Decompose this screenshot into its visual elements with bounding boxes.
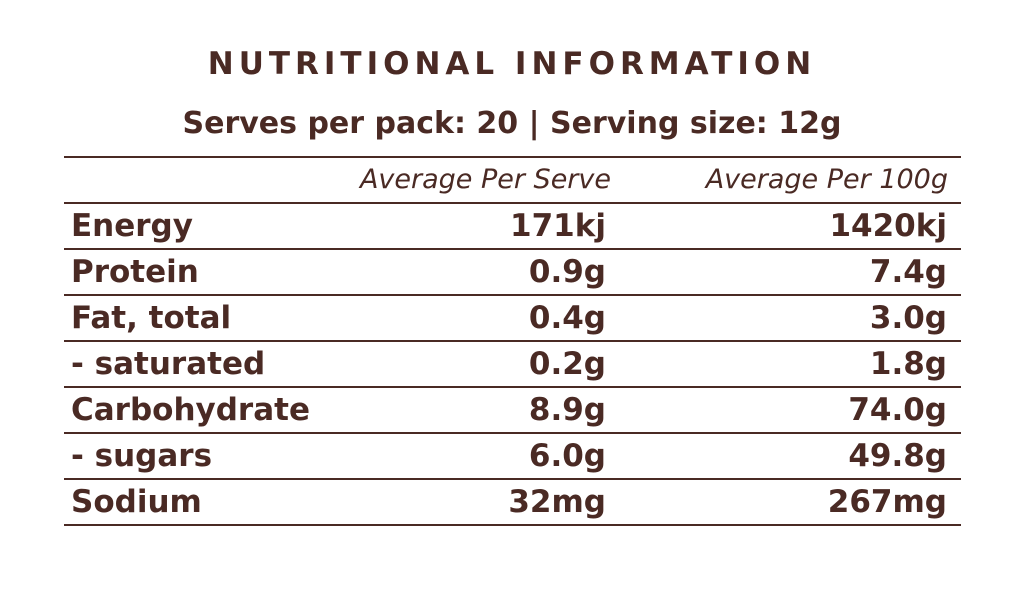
table-row-sodium: Sodium 32mg 267mg xyxy=(64,480,961,524)
nutrition-table: Average Per Serve Average Per 100g Energ… xyxy=(64,156,961,526)
row-label: Protein xyxy=(71,254,199,290)
per-100g-value: 1420kj xyxy=(829,208,947,244)
per-serve-value: 0.9g xyxy=(528,254,606,290)
row-label: Fat, total xyxy=(71,300,232,336)
row-divider xyxy=(64,248,961,250)
row-label: Energy xyxy=(71,208,193,244)
table-row-carbohydrate: Carbohydrate 8.9g 74.0g xyxy=(64,388,961,432)
per-100g-value: 7.4g xyxy=(869,254,947,290)
row-label: - sugars xyxy=(71,438,213,474)
row-divider xyxy=(64,478,961,480)
column-header-per-serve: Average Per Serve xyxy=(359,164,611,195)
per-100g-value: 49.8g xyxy=(848,438,947,474)
per-100g-value: 267mg xyxy=(827,484,947,520)
row-label: - saturated xyxy=(71,346,266,382)
table-row-saturated: - saturated 0.2g 1.8g xyxy=(64,342,961,386)
row-divider xyxy=(64,294,961,296)
serving-info: Serves per pack: 20 | Serving size: 12g xyxy=(182,106,842,141)
column-header-per-100g: Average Per 100g xyxy=(705,164,948,195)
table-row-protein: Protein 0.9g 7.4g xyxy=(64,250,961,294)
row-label: Carbohydrate xyxy=(71,392,310,428)
per-serve-value: 32mg xyxy=(508,484,606,520)
per-serve-value: 0.2g xyxy=(528,346,606,382)
per-serve-value: 171kj xyxy=(510,208,606,244)
table-top-rule xyxy=(64,156,961,158)
per-serve-value: 0.4g xyxy=(528,300,606,336)
per-serve-value: 8.9g xyxy=(528,392,606,428)
table-row-sugars: - sugars 6.0g 49.8g xyxy=(64,434,961,478)
page-title: NUTRITIONAL INFORMATION xyxy=(207,46,817,82)
row-divider xyxy=(64,202,961,204)
table-header-row: Average Per Serve Average Per 100g xyxy=(64,158,961,202)
table-bottom-rule xyxy=(64,524,961,526)
per-100g-value: 3.0g xyxy=(869,300,947,336)
per-100g-value: 74.0g xyxy=(848,392,947,428)
per-serve-value: 6.0g xyxy=(528,438,606,474)
row-label: Sodium xyxy=(71,484,202,520)
row-divider xyxy=(64,340,961,342)
table-row-fat-total: Fat, total 0.4g 3.0g xyxy=(64,296,961,340)
per-100g-value: 1.8g xyxy=(869,346,947,382)
table-row-energy: Energy 171kj 1420kj xyxy=(64,204,961,248)
row-divider xyxy=(64,386,961,388)
row-divider xyxy=(64,432,961,434)
